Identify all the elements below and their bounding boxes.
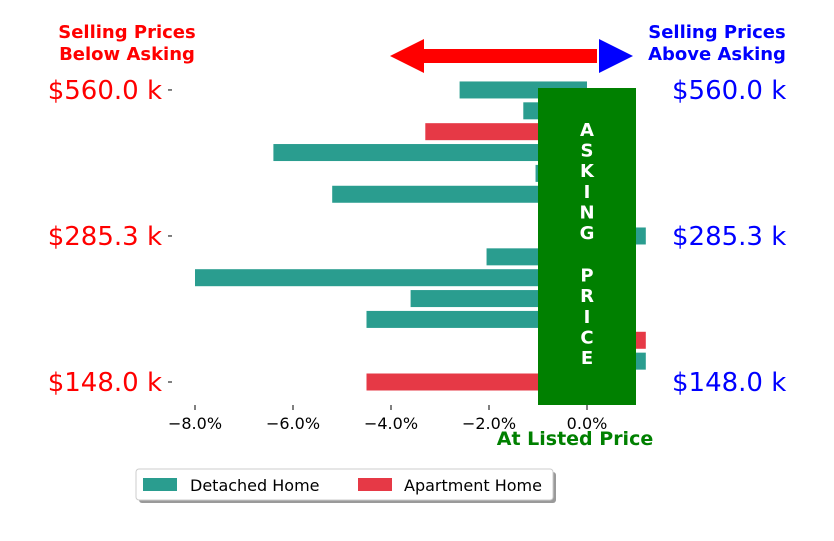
x-tick-label: 0.0% — [567, 414, 608, 433]
y-tick-label-right: $560.0 k — [672, 76, 786, 106]
asking-price-letter: N — [579, 202, 594, 223]
arrow-right-icon — [599, 39, 633, 73]
bar-row-5 — [195, 269, 587, 287]
x-tick-label: −2.0% — [462, 414, 516, 433]
legend-swatch-apartment — [358, 478, 392, 491]
y-tick-label-left: $148.0 k — [48, 368, 162, 398]
y-tick-label-left: $285.3 k — [48, 222, 162, 252]
asking-price-letter: I — [584, 307, 591, 328]
asking-price-band — [538, 88, 636, 405]
legend: Detached Home Apartment Home — [135, 468, 556, 503]
asking-price-letter: G — [580, 223, 595, 244]
y-tick-label-right: $148.0 k — [672, 368, 786, 398]
at-listed-price-label: At Listed Price — [497, 428, 653, 450]
x-tick-label: −4.0% — [364, 414, 418, 433]
bar-row-3 — [366, 310, 587, 328]
asking-price-letter: P — [580, 266, 593, 287]
below-asking-title-line2: Below Asking — [59, 44, 195, 65]
arrow-left-icon — [390, 39, 597, 73]
y-tick-label-right: $285.3 k — [672, 222, 786, 252]
asking-price-letter: S — [581, 141, 594, 162]
y-tick-label-left: $560.0 k — [48, 76, 162, 106]
bar-row-9 — [332, 185, 587, 203]
above-asking-title-line1: Selling Prices — [648, 22, 785, 43]
legend-label-apartment: Apartment Home — [404, 476, 542, 495]
x-tick-label: −8.0% — [168, 414, 222, 433]
asking-price-letter: C — [580, 327, 593, 348]
above-asking-title-line2: Above Asking — [648, 44, 786, 65]
asking-price-letter: A — [580, 120, 594, 141]
bar-row-0 — [366, 373, 587, 391]
bar-row-11 — [273, 144, 587, 162]
below-asking-title-line1: Selling Prices — [58, 22, 195, 43]
asking-price-letter: E — [581, 348, 593, 369]
x-tick-label: −6.0% — [266, 414, 320, 433]
asking-price-letter: R — [580, 286, 594, 307]
asking-price-letter: I — [584, 182, 591, 203]
legend-label-detached: Detached Home — [190, 476, 320, 495]
asking-price-letter: K — [580, 161, 595, 182]
legend-swatch-detached — [143, 478, 177, 491]
